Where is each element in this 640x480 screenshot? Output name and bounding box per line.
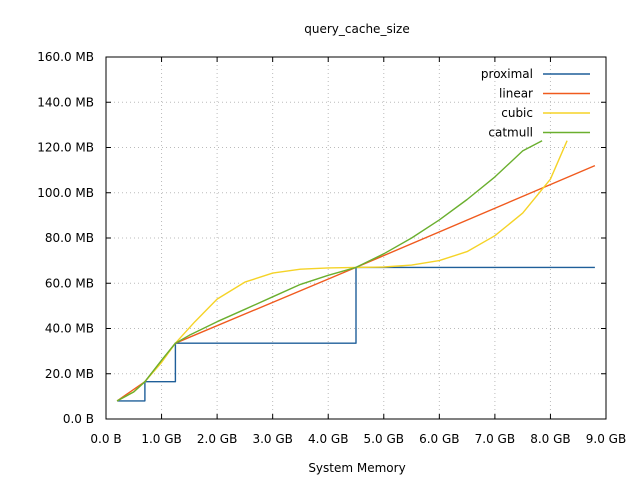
x-tick-label: 7.0 GB — [475, 432, 515, 446]
y-tick-label: 60.0 MB — [45, 276, 94, 290]
x-tick-label: 5.0 GB — [364, 432, 404, 446]
x-tick-label: 6.0 GB — [419, 432, 459, 446]
x-tick-label: 2.0 GB — [197, 432, 237, 446]
series-line-proximal — [117, 266, 595, 402]
legend: proximal linear cubic catmull — [481, 67, 590, 140]
y-tick-label: 100.0 MB — [37, 186, 94, 200]
axis-ticks: 0.0 B 1.0 GB 2.0 GB 3.0 GB 4.0 GB 5.0 GB 6.0 G… — [37, 50, 626, 446]
y-tick-label: 80.0 MB — [45, 231, 94, 245]
x-tick-label: 8.0 GB — [530, 432, 570, 446]
series-line-catmull — [116, 140, 543, 402]
x-tick-label: 3.0 GB — [252, 432, 292, 446]
x-tick-label: 0.0 B — [90, 432, 121, 446]
legend-label-linear: linear — [499, 87, 533, 101]
y-tick-label: 40.0 MB — [45, 322, 94, 336]
y-tick-label: 0.0 B — [63, 412, 94, 426]
x-tick-label: 1.0 GB — [141, 432, 181, 446]
legend-label-catmull: catmull — [488, 126, 533, 140]
y-tick-label: 140.0 MB — [37, 95, 94, 109]
series-line-cubic — [116, 140, 568, 402]
x-axis-title: System Memory — [308, 461, 405, 475]
legend-label-cubic: cubic — [501, 106, 533, 120]
x-tick-label: 9.0 GB — [586, 432, 626, 446]
legend-label-proximal: proximal — [481, 67, 533, 81]
x-tick-label: 4.0 GB — [308, 432, 348, 446]
plot-series — [116, 140, 596, 402]
grid-lines — [106, 57, 606, 419]
y-tick-label: 160.0 MB — [37, 50, 94, 64]
y-tick-label: 120.0 MB — [37, 141, 94, 155]
chart-title: query_cache_size — [304, 22, 409, 36]
y-tick-label: 20.0 MB — [45, 367, 94, 381]
